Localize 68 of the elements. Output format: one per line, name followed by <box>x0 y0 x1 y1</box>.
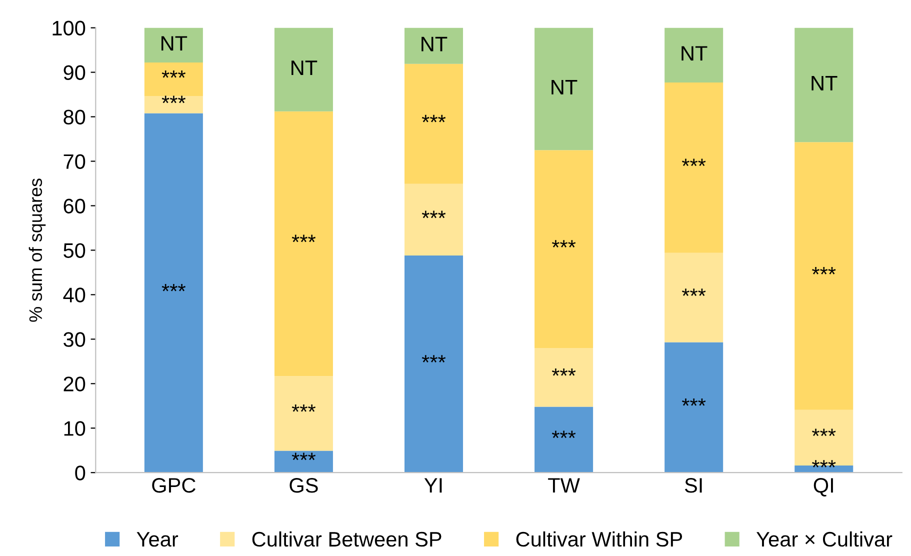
y-axis-title: % sum of squares <box>28 178 46 322</box>
data-label: *** <box>162 284 186 292</box>
y-tick-label: 60 <box>64 198 86 214</box>
data-label: *** <box>682 398 706 406</box>
x-tick-label: YI <box>424 478 442 493</box>
bar <box>794 410 854 466</box>
bar <box>144 28 203 62</box>
bar <box>534 28 594 150</box>
legend-label: Year × Cultivar <box>756 531 892 547</box>
bar <box>794 142 854 410</box>
legend-label: Year <box>136 532 178 547</box>
data-label: *** <box>292 404 316 412</box>
bar <box>144 113 203 473</box>
data-label: *** <box>812 267 836 274</box>
data-label: *** <box>552 240 576 248</box>
data-label: NT <box>552 80 578 94</box>
bar <box>274 111 333 376</box>
x-tick-label: TW <box>548 478 580 493</box>
bar <box>274 28 333 112</box>
bar <box>664 82 724 253</box>
y-tick-label: 50 <box>64 243 86 258</box>
bar <box>404 64 464 184</box>
data-label: *** <box>812 428 836 436</box>
data-label: *** <box>422 114 446 122</box>
data-label: NT <box>682 46 708 61</box>
data-label: NT <box>812 76 838 90</box>
legend-label: Cultivar Between SP <box>252 531 442 547</box>
x-tick-label: SI <box>684 478 702 493</box>
x-tick-label: GPC <box>152 478 196 493</box>
bar <box>534 406 594 473</box>
bar <box>534 150 594 348</box>
data-label: *** <box>682 158 706 166</box>
data-label: NT <box>292 60 318 75</box>
data-label: *** <box>292 234 316 242</box>
data-label: *** <box>162 70 186 78</box>
bar <box>144 96 203 114</box>
data-label: NT <box>162 36 188 51</box>
y-tick-label: 80 <box>64 110 86 125</box>
x-tick-label: QI <box>814 478 833 496</box>
y-tick-label: 100 <box>52 20 86 36</box>
data-label: *** <box>682 288 706 296</box>
y-tick-label: 10 <box>64 421 86 436</box>
bar <box>274 450 333 473</box>
bar <box>794 28 854 142</box>
y-tick-label: 0 <box>75 466 86 480</box>
bar <box>664 252 724 342</box>
y-tick-label: 40 <box>63 288 86 302</box>
y-tick-label: 30 <box>64 332 86 347</box>
data-label: *** <box>162 96 186 104</box>
data-label: *** <box>552 430 576 438</box>
data-label: NT <box>422 36 448 52</box>
data-label: *** <box>552 368 576 376</box>
bar <box>144 62 203 96</box>
bar <box>534 348 594 407</box>
bar <box>404 256 464 473</box>
legend-label: Cultivar Within SP <box>516 531 682 547</box>
data-label: *** <box>422 210 446 218</box>
bar <box>274 376 333 451</box>
x-tick-label: GS <box>290 478 318 493</box>
bar <box>404 28 464 64</box>
data-label: *** <box>292 452 316 460</box>
y-tick-label: 90 <box>64 65 86 80</box>
y-tick-label: 20 <box>64 376 86 392</box>
bar <box>664 28 724 83</box>
bar <box>404 184 464 256</box>
data-label: *** <box>422 355 446 362</box>
bar <box>664 342 724 473</box>
y-tick-label: 70 <box>64 154 86 169</box>
